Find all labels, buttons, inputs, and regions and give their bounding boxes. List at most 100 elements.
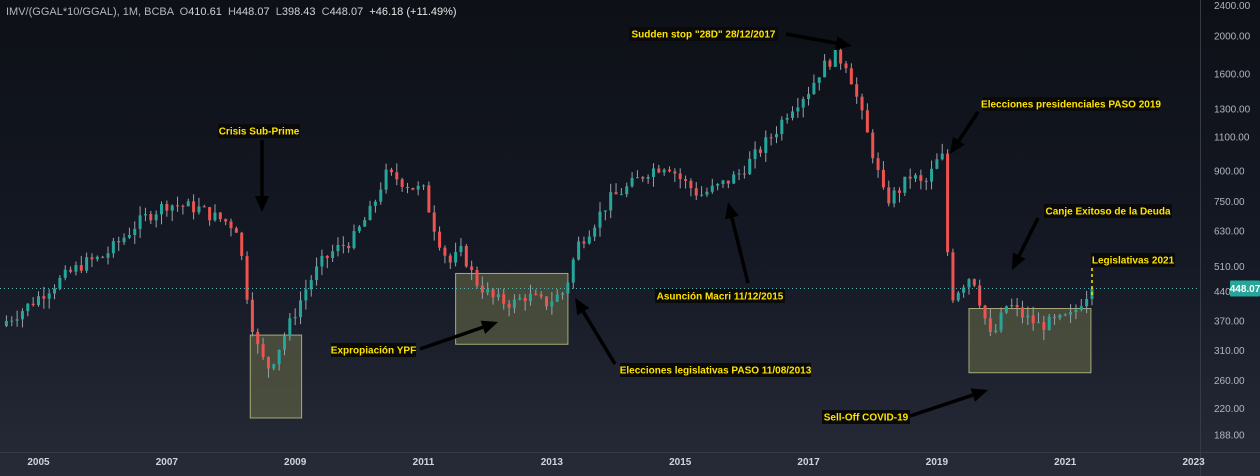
candle-body [673,171,677,174]
candle-body [1074,309,1078,313]
candle-body [983,305,987,319]
candle-body [849,68,853,85]
annotation-label: Elecciones presidenciales PASO 2019 [981,100,1161,111]
candle-body [384,169,388,190]
candle-body [721,180,725,185]
candle-body [240,232,244,257]
highlight-region [455,272,569,345]
candle-body [774,134,778,138]
candle-body [299,300,303,318]
y-tick-label: 2000.00 [1214,32,1251,43]
candle-body [405,186,409,188]
x-tick-label: 2019 [926,457,949,468]
symbol-label[interactable]: IMV/(GGAL*10/GGAL), 1M, BCBA [6,6,174,18]
candle-body [379,189,383,202]
candle-body [202,206,206,208]
x-tick-label: 2007 [156,457,179,468]
x-tick-label: 2017 [797,457,820,468]
candle-body [657,168,661,173]
low-value: 398.43 [281,6,316,18]
candle-body [791,111,795,118]
candle-body [480,285,484,293]
candle-body [577,241,581,260]
candle-body [796,107,800,112]
candle-body [614,192,618,195]
candle-body [646,176,650,179]
candle-body [716,184,720,186]
candle-body [422,185,426,187]
candle-body [860,96,864,111]
arrow-shaft [909,393,974,418]
candle-body [807,94,811,100]
candle-body [881,169,885,188]
candle-body [742,173,746,175]
candle-body [176,205,180,207]
candle-body [486,289,490,293]
y-tick-label: 2400.00 [1214,1,1251,12]
candle-body [331,251,335,258]
candle-body [122,237,126,243]
symbol-info-bar: IMV/(GGAL*10/GGAL), 1M, BCBA O410.61 H44… [6,6,457,18]
candle-body [635,177,639,179]
close-label: C [321,6,330,18]
annotation-label: Expropiación YPF [331,346,416,357]
arrow-head [1012,252,1026,270]
candle-body [764,137,768,153]
candle-body [491,289,495,298]
arrow-shaft [957,111,980,142]
candle-body [368,205,372,221]
candle-body [106,253,110,258]
candle-body [213,212,217,221]
candle-body [459,246,463,253]
candle-body [245,256,249,300]
candle-body [79,265,83,271]
current-price-tag [1230,280,1260,297]
candle-body [159,204,163,215]
candle-body [357,226,361,232]
x-tick-label: 2023 [1182,457,1205,468]
arrow-head [950,136,965,154]
candle-body [229,221,233,229]
x-tick-label: 2005 [27,457,50,468]
y-tick-label: 220.00 [1214,404,1245,415]
candle-body [1079,306,1083,310]
arrow-head [970,388,988,402]
candle-body [192,201,196,213]
low-label: L [275,6,282,18]
candle-body [817,77,821,83]
candle-body [903,176,907,193]
candle-body [887,187,891,204]
candle-body [566,282,570,294]
candle-body [475,270,479,286]
candle-body [320,255,324,267]
candle-body [186,201,190,207]
candle-body [464,246,468,267]
candle-body [1069,312,1073,315]
candle-body [700,194,704,196]
candle-body [871,132,875,159]
candle-body [897,190,901,193]
candle-body [956,292,960,301]
candle-body [1042,322,1046,330]
close-value: 448.07 [329,6,364,18]
candle-body [951,252,955,301]
y-tick-label: 440.00 [1214,287,1245,298]
candle-body [347,245,351,249]
candle-body [234,228,238,233]
candle-body [411,187,415,190]
candle-body [609,192,613,211]
candle-body [336,244,340,252]
annotation-box [983,97,1159,111]
y-tick-label: 1600.00 [1214,69,1251,80]
candle-body [416,185,420,190]
candle-body [625,186,629,195]
candle-body [143,214,147,216]
current-price-label: 448.07 [1230,284,1260,295]
candle-body [732,174,736,184]
candle-body [224,219,228,222]
x-tick-label: 2015 [669,457,692,468]
candle-body [940,153,944,160]
candle-body [785,117,789,120]
